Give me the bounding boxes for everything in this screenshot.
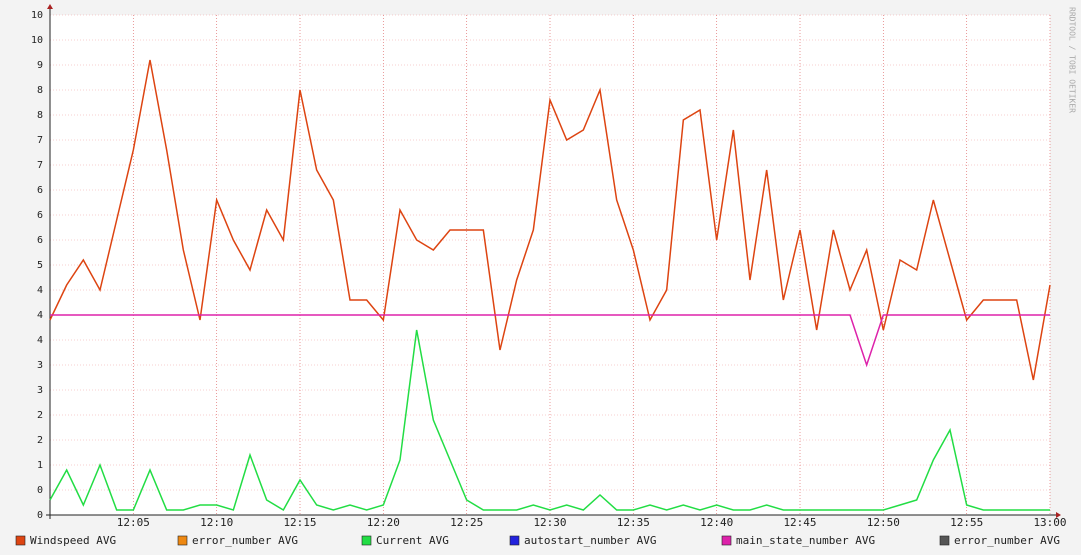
legend-label: Current AVG xyxy=(376,534,449,547)
y-tick-label: 2 xyxy=(37,410,43,421)
x-tick-label: 12:10 xyxy=(200,516,233,529)
legend-label: Windspeed AVG xyxy=(30,534,116,547)
y-tick-label: 4 xyxy=(37,310,43,321)
legend-swatch xyxy=(361,535,372,546)
y-tick-label: 8 xyxy=(37,85,43,96)
legend-swatch xyxy=(509,535,520,546)
y-tick-label: 7 xyxy=(37,135,43,146)
watermark: RRDTOOL / TOBI OETIKER xyxy=(1068,7,1077,113)
legend-swatch xyxy=(177,535,188,546)
x-tick-label: 12:20 xyxy=(367,516,400,529)
y-tick-label: 3 xyxy=(37,360,43,371)
x-tick-label: 12:15 xyxy=(283,516,316,529)
series-line xyxy=(49,329,1050,512)
x-tick-label: 12:55 xyxy=(950,516,983,529)
x-tick-label: 12:50 xyxy=(867,516,900,529)
y-tick-label: 1 xyxy=(37,460,43,471)
legend-label: autostart_number AVG xyxy=(524,534,656,547)
x-tick-label: 12:35 xyxy=(617,516,650,529)
axis-arrow xyxy=(47,4,53,9)
legend-label: error_number AVG xyxy=(954,534,1060,547)
y-tick-label: 0 xyxy=(37,510,43,521)
y-tick-label: 5 xyxy=(37,260,43,271)
x-tick-label: 12:40 xyxy=(700,516,733,529)
legend-swatch xyxy=(15,535,26,546)
x-tick-label: 12:25 xyxy=(450,516,483,529)
series-line xyxy=(50,314,1050,368)
legend-label: main_state_number AVG xyxy=(736,534,875,547)
legend-swatch xyxy=(939,535,950,546)
y-tick-label: 7 xyxy=(37,160,43,171)
y-tick-label: 4 xyxy=(37,285,43,296)
axis-arrow xyxy=(1056,512,1061,518)
y-tick-label: 6 xyxy=(37,185,43,196)
y-tick-label: 3 xyxy=(37,385,43,396)
y-tick-label: 8 xyxy=(37,110,43,121)
y-tick-label: 0 xyxy=(37,485,43,496)
y-tick-label: 6 xyxy=(37,235,43,246)
series-line xyxy=(49,59,1051,381)
y-tick-label: 10 xyxy=(31,10,43,21)
y-tick-label: 9 xyxy=(37,60,43,71)
y-tick-label: 2 xyxy=(37,435,43,446)
x-tick-label: 12:05 xyxy=(117,516,150,529)
x-tick-label: 13:00 xyxy=(1033,516,1066,529)
x-tick-label: 12:45 xyxy=(783,516,816,529)
legend-label: error_number AVG xyxy=(192,534,298,547)
legend-swatch xyxy=(721,535,732,546)
y-tick-label: 10 xyxy=(31,35,43,46)
y-tick-label: 6 xyxy=(37,210,43,221)
x-tick-label: 12:30 xyxy=(533,516,566,529)
y-tick-label: 4 xyxy=(37,335,43,346)
